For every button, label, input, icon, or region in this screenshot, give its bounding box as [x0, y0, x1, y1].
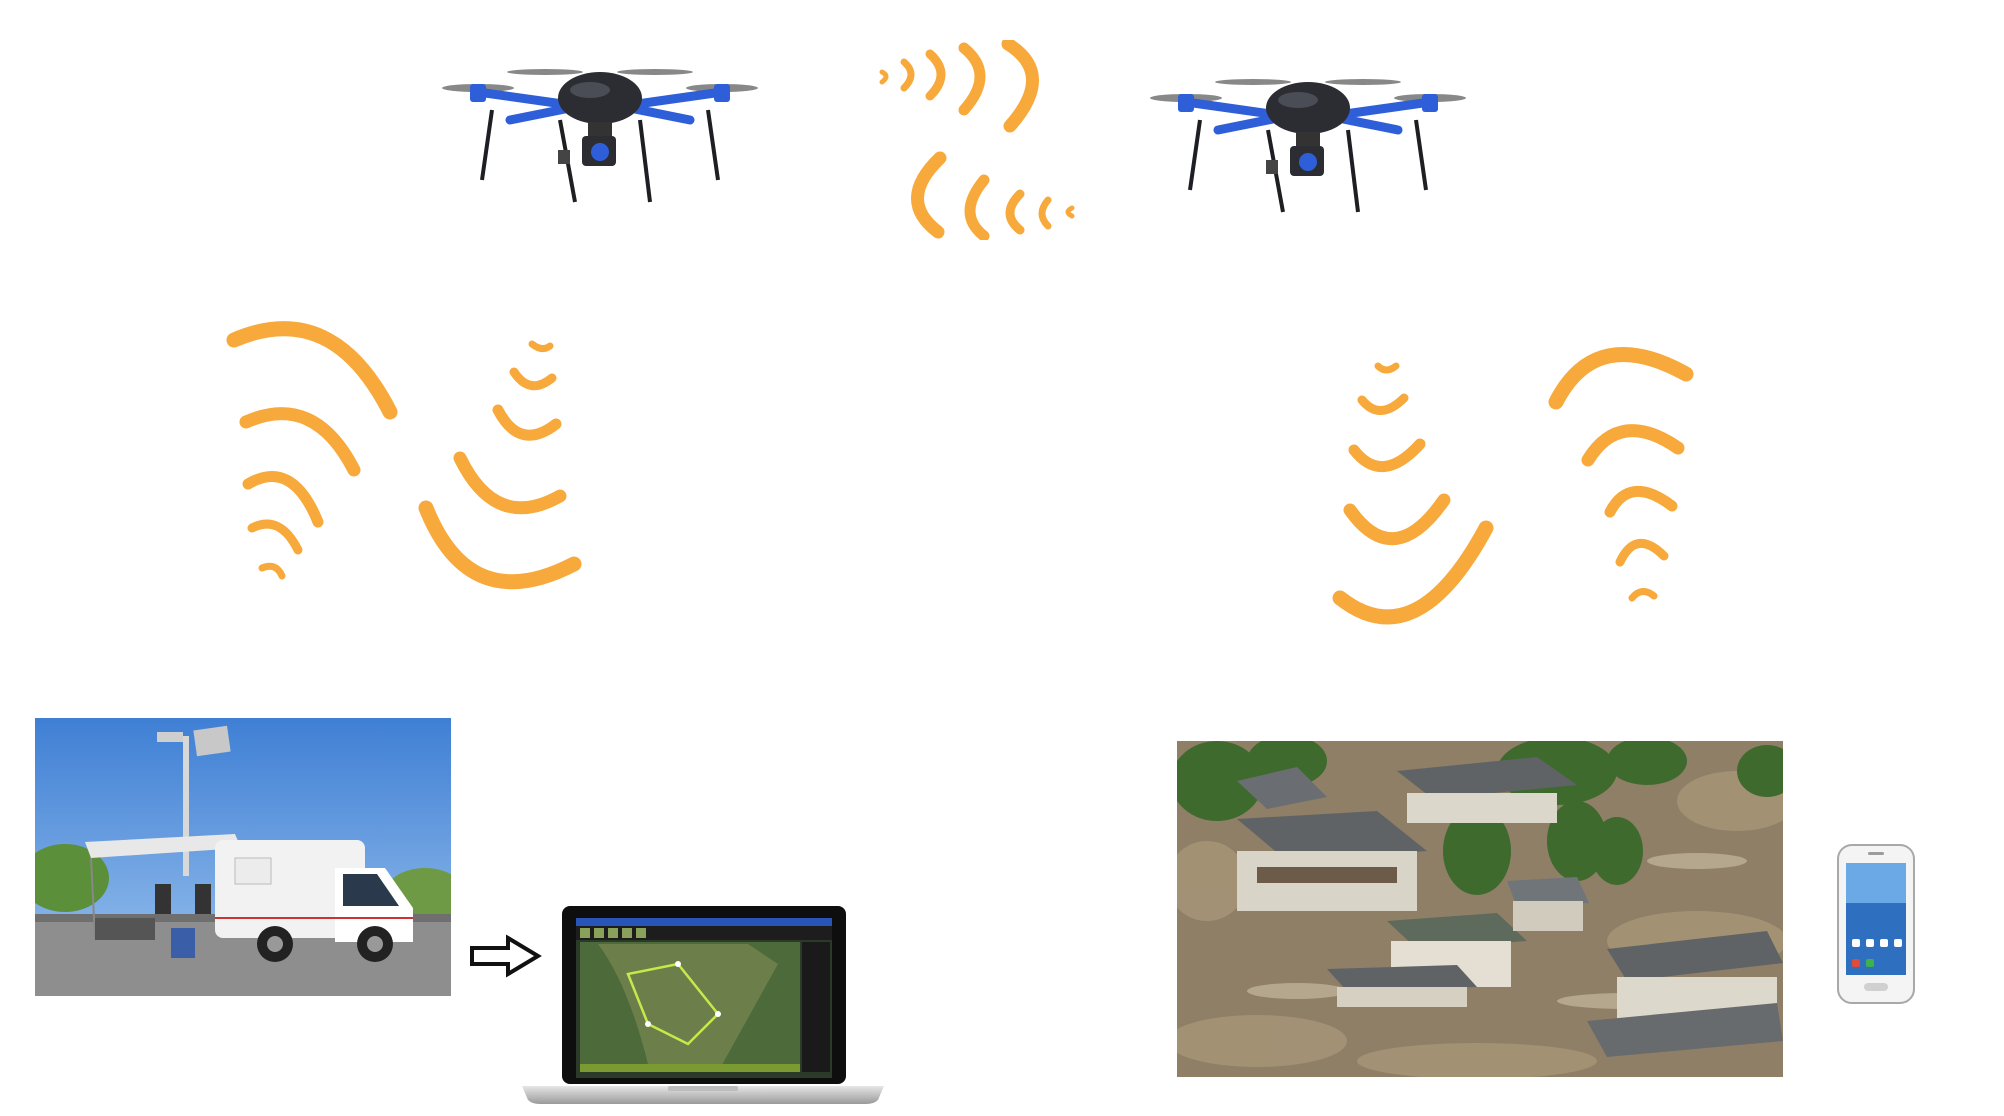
drone-right	[1148, 60, 1468, 230]
smartphone	[1836, 843, 1916, 1006]
laptop-icon	[522, 906, 884, 1104]
drone-icon	[442, 69, 758, 203]
wireless-link-drones	[879, 40, 1075, 240]
ground-station-van	[35, 718, 451, 996]
drone-left	[440, 50, 760, 220]
arrow-icon	[470, 934, 542, 978]
phone-icon	[1837, 844, 1915, 1004]
flood-photo	[1177, 741, 1783, 1077]
van-photo	[35, 718, 451, 996]
flood-area	[1177, 741, 1783, 1077]
wireless-link-right	[1332, 347, 1694, 625]
wireless-link-left	[226, 321, 582, 590]
control-laptop	[518, 904, 888, 1106]
drone-icon	[1150, 79, 1466, 213]
